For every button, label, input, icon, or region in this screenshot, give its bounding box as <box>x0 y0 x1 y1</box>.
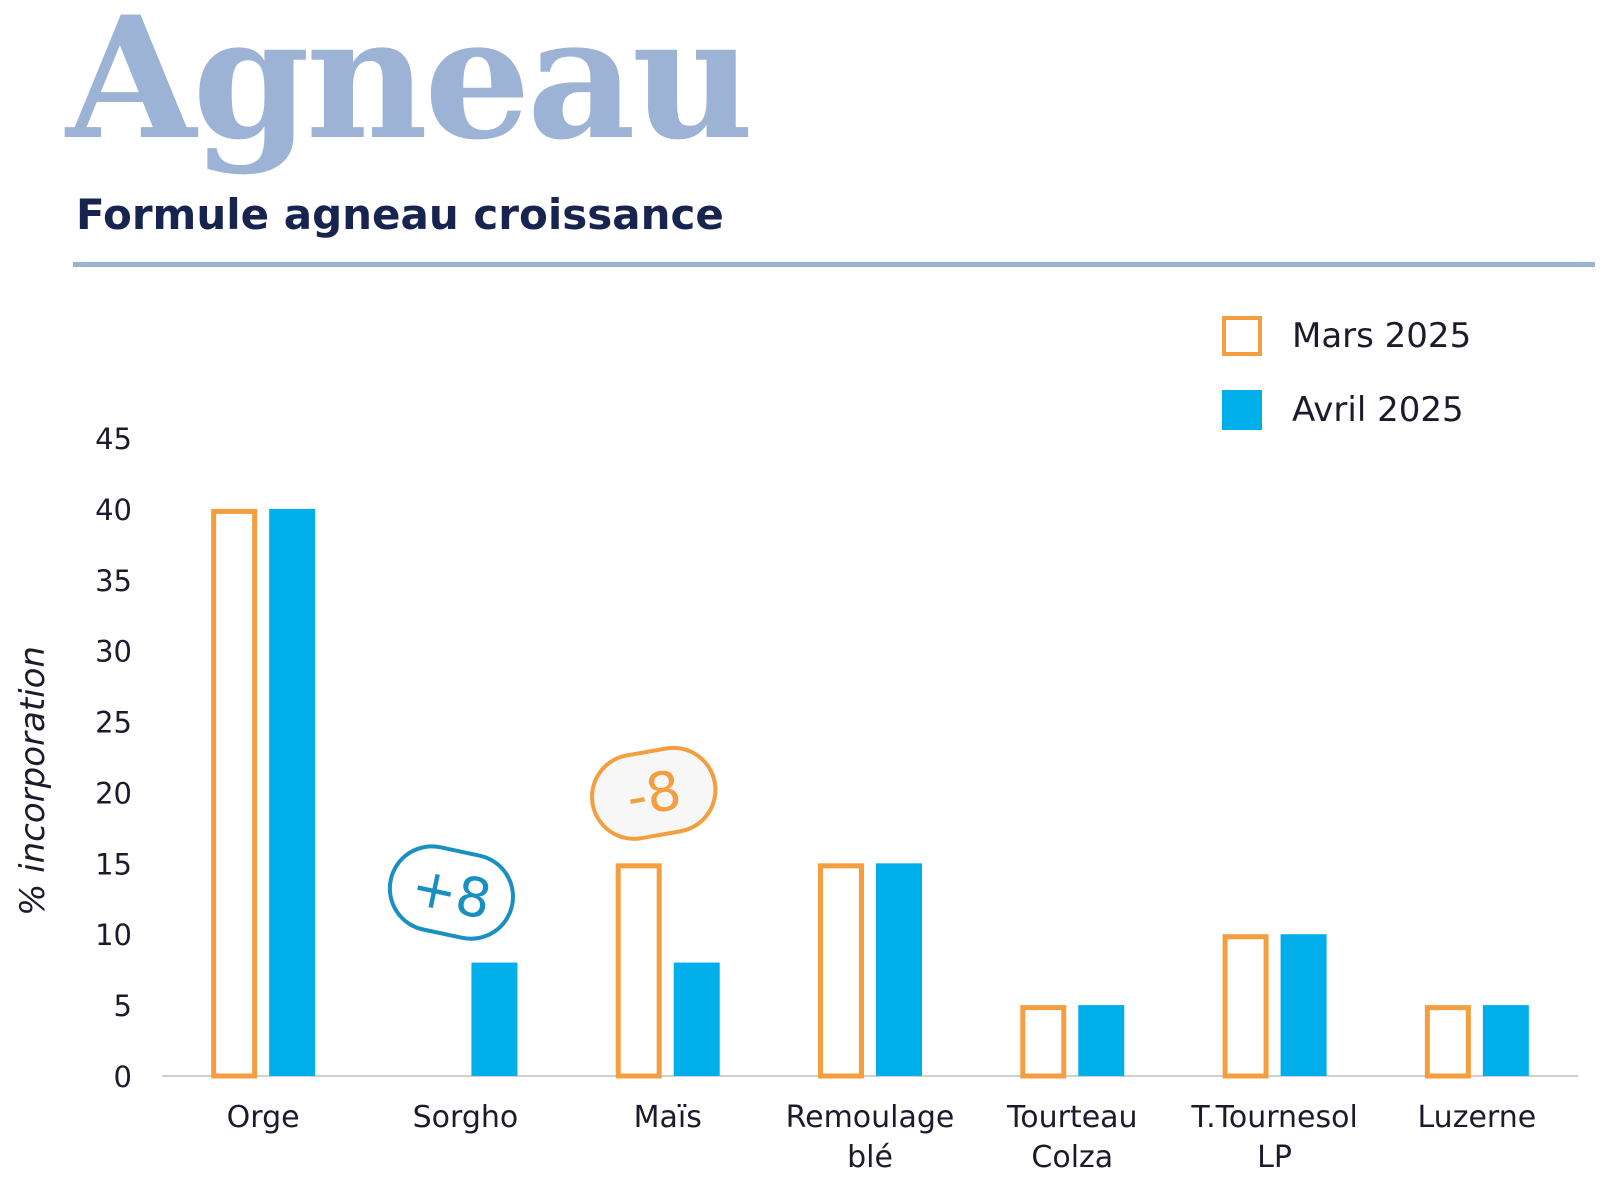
y-tick-label: 10 <box>95 918 132 952</box>
bar-avril-2025 <box>1078 1005 1125 1076</box>
y-tick-label: 15 <box>95 847 132 881</box>
x-tick-label: Sorgho <box>413 1100 519 1135</box>
y-tick-label: 40 <box>95 493 132 527</box>
annotation-badge-outline <box>387 844 515 941</box>
annotation-badge-outline <box>590 745 718 841</box>
y-tick-label: 30 <box>95 635 132 669</box>
legend-item-avril: Avril 2025 <box>1222 386 1471 434</box>
bar-mars-2025 <box>818 863 864 1079</box>
x-tick-label: Maïs <box>634 1100 702 1135</box>
y-tick-label: 25 <box>95 706 132 740</box>
legend-label-avril: Avril 2025 <box>1292 390 1464 430</box>
bar-avril-2025 <box>471 962 518 1076</box>
bar-avril-2025 <box>1482 1005 1529 1076</box>
legend-swatch-mars <box>1222 316 1262 356</box>
x-tick-label: LP <box>1257 1140 1292 1175</box>
bar-mars-2025 <box>211 508 258 1079</box>
page-title: Agneau <box>66 0 754 177</box>
bar-mars-2025 <box>1424 1005 1471 1079</box>
x-tick-label: Remoulage <box>786 1100 955 1135</box>
bar-avril-2025 <box>673 962 720 1076</box>
header-divider <box>73 262 1595 267</box>
annotation-badge: -8 <box>590 745 718 841</box>
legend-swatch-avril <box>1222 390 1262 430</box>
x-tick-label: T.Tournesol <box>1190 1100 1358 1135</box>
legend-label-mars: Mars 2025 <box>1292 316 1472 356</box>
bar-avril-2025 <box>269 508 316 1076</box>
x-tick-label: Tourteau <box>1006 1100 1138 1135</box>
page-subtitle: Formule agneau croissance <box>76 190 724 239</box>
y-tick-label: 45 <box>95 422 132 456</box>
x-tick-label: Colza <box>1031 1140 1113 1175</box>
x-tick-label: Orge <box>227 1100 300 1135</box>
y-tick-label: 20 <box>95 776 132 810</box>
bar-mars-2025 <box>1222 934 1269 1079</box>
x-tick-label: blé <box>847 1140 893 1175</box>
bar-mars-2025 <box>1020 1005 1067 1079</box>
chart-legend: Mars 2025 Avril 2025 <box>1222 312 1471 460</box>
annotation-label: -8 <box>622 758 686 829</box>
y-tick-label: 5 <box>114 989 132 1023</box>
y-tick-label: 0 <box>114 1060 132 1094</box>
bar-mars-2025 <box>615 863 662 1079</box>
x-tick-label: Luzerne <box>1418 1100 1537 1135</box>
legend-item-mars: Mars 2025 <box>1222 312 1471 360</box>
annotation-badge: +8 <box>387 844 515 941</box>
bar-avril-2025 <box>1280 934 1327 1076</box>
y-axis-title: % incorporation <box>13 646 53 916</box>
bar-avril-2025 <box>876 863 922 1076</box>
y-tick-label: 35 <box>95 564 132 598</box>
